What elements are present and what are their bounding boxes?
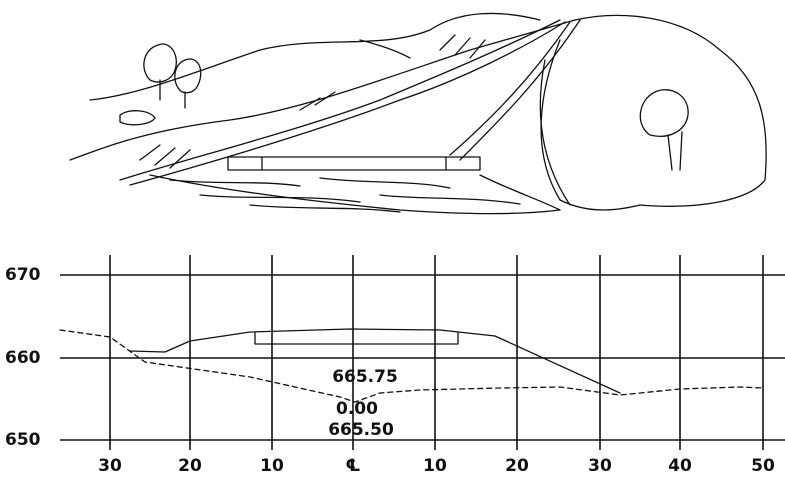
y-label: 670	[5, 265, 41, 285]
x-label: 10	[260, 456, 284, 476]
y-label: 650	[5, 430, 41, 450]
elevation-annotation: 665.50	[328, 420, 394, 440]
profile-lines	[60, 329, 763, 402]
x-label: 40	[668, 456, 692, 476]
elevation-annotation: 0.00	[336, 399, 378, 419]
bridge-deck	[255, 332, 458, 344]
x-label: 10	[423, 456, 447, 476]
x-label: 50	[751, 456, 775, 476]
x-label: ℄	[345, 456, 360, 476]
bridge-drawing: 670 660 650 30 20 10 ℄ 10 20 30 40 50 665.75 0.00665.…	[0, 0, 785, 481]
y-label: 660	[5, 348, 41, 368]
x-label: 30	[98, 456, 122, 476]
x-label: 30	[588, 456, 612, 476]
profile-grid: 670 660 650 30 20 10 ℄ 10 20 30 40 50 665.75 0.00665.…	[5, 255, 785, 476]
landscape-sketch	[70, 13, 766, 213]
ground-line	[60, 330, 763, 402]
x-label: 20	[178, 456, 202, 476]
x-label: 20	[505, 456, 529, 476]
elevation-annotation: 665.75	[332, 367, 398, 387]
